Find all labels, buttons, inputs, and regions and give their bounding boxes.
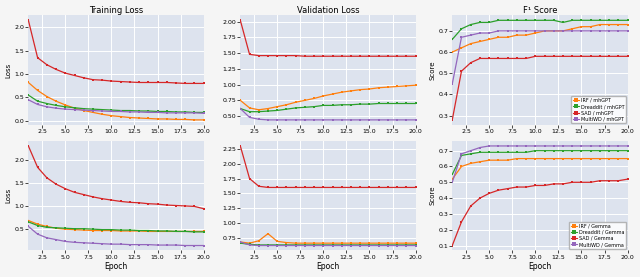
Legend: IRF / Gemma, Dreaddit / Gemma, SAD / Gemma, MultiWD / Gemma: IRF / Gemma, Dreaddit / Gemma, SAD / Gem…: [569, 222, 626, 249]
Y-axis label: Score: Score: [429, 186, 435, 206]
Title: F¹ Score: F¹ Score: [523, 6, 557, 15]
Y-axis label: Loss: Loss: [6, 188, 12, 203]
Title: Training Loss: Training Loss: [89, 6, 143, 15]
X-axis label: Epoch: Epoch: [104, 262, 127, 271]
Y-axis label: Loss: Loss: [6, 63, 12, 78]
Y-axis label: Score: Score: [429, 60, 435, 80]
Legend: IRF / mhGPT, Dreaddit / mhGPT, SAD / mhGPT, MultiWD / mhGPT: IRF / mhGPT, Dreaddit / mhGPT, SAD / mhG…: [571, 96, 626, 123]
X-axis label: Epoch: Epoch: [528, 262, 552, 271]
X-axis label: Epoch: Epoch: [316, 262, 340, 271]
Title: Validation Loss: Validation Loss: [297, 6, 359, 15]
